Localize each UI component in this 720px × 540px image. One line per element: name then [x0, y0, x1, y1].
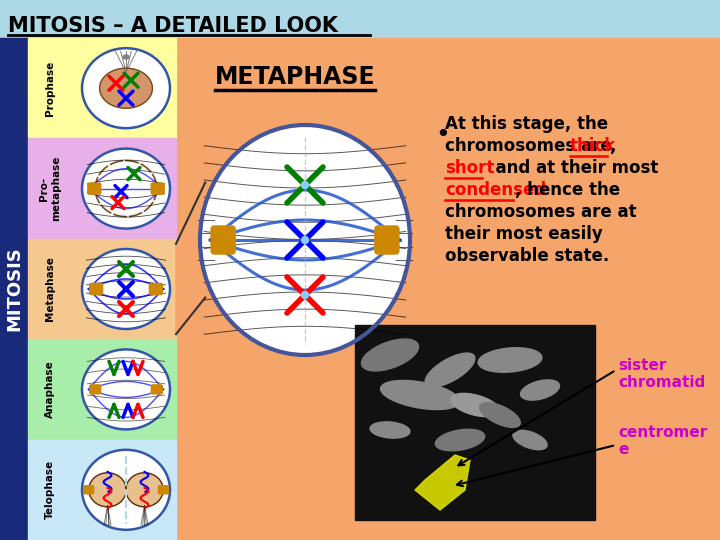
Text: Pro-
metaphase: Pro- metaphase: [39, 156, 60, 221]
Ellipse shape: [302, 292, 308, 299]
Text: , hence the: , hence the: [516, 181, 621, 199]
Ellipse shape: [200, 125, 410, 355]
Ellipse shape: [521, 380, 559, 400]
Ellipse shape: [451, 393, 499, 417]
Ellipse shape: [82, 249, 170, 329]
Polygon shape: [415, 455, 470, 510]
Ellipse shape: [82, 48, 170, 128]
Bar: [28, 38, 176, 137]
FancyBboxPatch shape: [375, 226, 399, 254]
Text: their most easily: their most easily: [445, 225, 603, 243]
Ellipse shape: [82, 349, 170, 429]
FancyBboxPatch shape: [90, 385, 101, 394]
Ellipse shape: [89, 473, 126, 507]
Ellipse shape: [370, 422, 410, 438]
Bar: [0, 38, 28, 540]
Text: METAPHASE: METAPHASE: [215, 65, 376, 89]
Text: chromosomes are at: chromosomes are at: [445, 203, 636, 221]
Text: MITOSIS: MITOSIS: [5, 247, 23, 332]
FancyBboxPatch shape: [89, 284, 102, 294]
Text: observable state.: observable state.: [445, 247, 609, 265]
FancyBboxPatch shape: [88, 183, 101, 194]
Text: Telophase: Telophase: [45, 460, 55, 519]
Ellipse shape: [478, 348, 542, 372]
Text: Prophase: Prophase: [45, 60, 55, 116]
Bar: [0, 0, 720, 38]
Text: sister
chromatid: sister chromatid: [618, 358, 706, 390]
FancyBboxPatch shape: [211, 226, 235, 254]
Text: Anaphase: Anaphase: [45, 361, 55, 418]
Text: short: short: [445, 159, 495, 177]
Text: •: •: [435, 123, 450, 147]
FancyBboxPatch shape: [151, 183, 164, 194]
Ellipse shape: [480, 403, 521, 427]
Bar: [28, 239, 176, 338]
Bar: [28, 138, 176, 238]
Ellipse shape: [99, 68, 153, 108]
Ellipse shape: [123, 55, 129, 59]
Ellipse shape: [513, 430, 547, 450]
Ellipse shape: [82, 148, 170, 228]
Text: thick: thick: [570, 137, 616, 155]
Text: ,: ,: [609, 137, 615, 155]
Ellipse shape: [302, 181, 308, 188]
Text: At this stage, the: At this stage, the: [445, 115, 608, 133]
Text: condensed: condensed: [445, 181, 546, 199]
Bar: [28, 339, 176, 438]
Bar: [28, 440, 176, 539]
Polygon shape: [176, 183, 205, 334]
Bar: [355, 325, 595, 520]
Text: MITOSIS – A DETAILED LOOK: MITOSIS – A DETAILED LOOK: [8, 16, 338, 36]
Ellipse shape: [302, 237, 308, 244]
Text: chromosomes are: chromosomes are: [445, 137, 618, 155]
Text: Metaphase: Metaphase: [45, 256, 55, 321]
FancyBboxPatch shape: [150, 284, 163, 294]
Ellipse shape: [126, 473, 163, 507]
Text: centromer
e: centromer e: [618, 425, 707, 457]
Ellipse shape: [361, 339, 418, 371]
Ellipse shape: [436, 429, 485, 451]
FancyBboxPatch shape: [151, 385, 162, 394]
Ellipse shape: [425, 353, 475, 387]
Ellipse shape: [381, 381, 459, 409]
Ellipse shape: [82, 450, 170, 530]
FancyBboxPatch shape: [158, 486, 168, 494]
Text: and at their most: and at their most: [484, 159, 658, 177]
FancyBboxPatch shape: [84, 486, 94, 494]
